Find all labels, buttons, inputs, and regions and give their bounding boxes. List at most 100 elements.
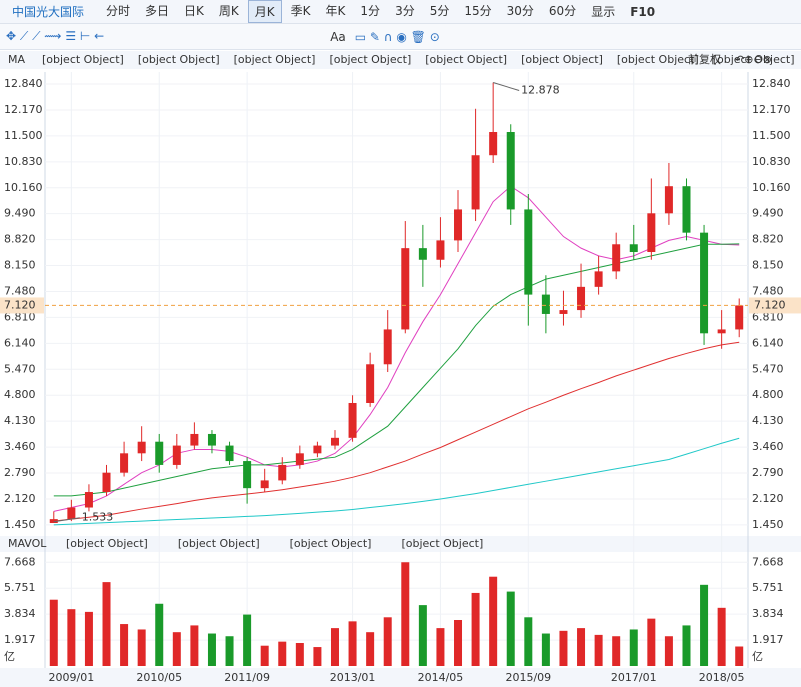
period-button[interactable]: 周K [218,4,239,18]
annotation-leader [53,517,80,523]
volume-bar [436,628,445,666]
period-button[interactable]: 分时 [106,4,131,18]
adjust-label: 前复权 [688,52,721,66]
y-tick-label: 5.470 [4,362,36,375]
last-price-label-right: 7.120 [754,298,786,311]
y-tick-label: 8.820 [4,233,36,246]
period-button[interactable]: 5分 [429,4,450,18]
period-button[interactable]: 30分 [506,4,534,18]
y-tick-label-right: 6.810 [752,310,784,323]
volume-tick-label-right: 7.668 [752,555,784,568]
volume-bar [682,625,691,666]
y-tick-label: 6.140 [4,336,36,349]
volume-tick-label: 3.834 [4,607,36,620]
y-tick-label: 8.150 [4,259,36,272]
volume-bar [190,625,199,666]
y-tick-label: 12.170 [4,103,43,116]
drawing-toolbar: ✥ ⟋ ⟋ ⟿ ☰ ⊢ ← Aa ▭ ✎ ∩ ◉ 🗑 ⊙ [0,24,801,50]
volume-bar [664,636,673,666]
volume-tick-label: 5.751 [4,581,36,594]
ma-line [53,341,740,522]
period-button[interactable]: 1分 [360,4,381,18]
y-tick-label: 4.800 [4,388,36,401]
volume-bar [524,617,533,666]
period-button[interactable]: 3分 [395,4,415,18]
volume-legend-entry: [object Object] [66,537,148,550]
volume-bar [243,614,252,666]
volume-tick-label-right: 1.917 [752,633,784,646]
candle-body [418,248,427,260]
y-tick-label-right: 6.140 [752,336,784,349]
y-tick-label: 10.160 [4,181,43,194]
period-button[interactable]: 多日 [145,4,170,18]
panel-controls: ↶⊕⊖⊗ [735,53,772,66]
candle-body [67,507,76,520]
volume-bar [120,624,129,666]
font-button[interactable]: Aa [330,29,346,44]
y-tick-label: 1.450 [4,518,36,531]
volume-bar [260,645,269,666]
period-button[interactable]: 月K [247,0,282,23]
y-tick-label-right: 12.170 [752,103,791,116]
annotation: 12.878 [521,84,560,97]
period-button[interactable]: 60分 [548,4,577,18]
volume-legend-entry: [object Object] [401,537,483,550]
volume-bar [612,636,621,666]
display-button[interactable]: 显示 [591,5,616,19]
candle-body [577,286,586,311]
candle-body [49,519,58,523]
volume-bar [717,607,726,666]
y-tick-label-right: 3.460 [752,440,784,453]
period-button[interactable]: 15分 [464,4,492,18]
volume-bar [541,633,550,666]
volume-bar [348,621,357,666]
volume-tick-label: 7.668 [4,555,36,568]
candle-body [401,248,410,330]
last-price-tag [0,297,44,314]
y-tick-label-right: 1.450 [752,518,784,531]
volume-indicator: MAVOL [8,537,47,550]
volume-tick-label-right: 5.751 [752,581,784,594]
volume-bar [155,603,164,666]
x-tick-label: 2018/05 [699,671,745,684]
volume-tick-label: 1.917 [4,633,36,646]
y-tick-label-right: 8.820 [752,233,784,246]
candle-body [330,437,339,446]
y-tick-label-right: 2.120 [752,492,784,505]
candle-body [612,244,621,272]
tools-2[interactable]: ▭ ✎ ∩ ◉ 🗑 ⊙ [354,29,440,44]
volume-bar [49,599,58,666]
volume-bar [700,584,709,666]
period-button[interactable]: 季K [290,4,311,18]
volume-bar [471,592,480,666]
volume-unit: 亿 [4,650,15,663]
tools[interactable]: ✥ ⟋ ⟋ ⟿ ☰ ⊢ ← [6,29,105,43]
candle-body [717,329,726,334]
last-price-label: 7.120 [4,298,36,311]
period-button[interactable]: 日K [184,4,204,18]
periods: 分时 多日 日K 周K 月K 季K 年K 1分 3分 5分 15分 30分 60分 [100,0,585,23]
x-tick-label: 2014/05 [418,671,464,684]
period-button[interactable]: 年K [325,4,346,18]
candle-body [207,433,216,446]
candle-body [366,364,375,403]
volume-bar [313,647,322,666]
y-tick-label: 7.480 [4,284,36,297]
last-price-tag-right [749,297,801,314]
volume-bar [207,633,216,666]
y-tick-label-right: 4.800 [752,388,784,401]
stock-name[interactable]: 中国光大国际 [12,5,85,19]
candle-body [594,271,603,287]
candle-body [137,441,146,454]
f10-button[interactable]: F10 [630,4,656,19]
x-tick-label: 2017/01 [611,671,657,684]
ma-line [53,185,740,512]
candle-body [647,213,656,253]
volume-bar [102,582,111,666]
volume-bar [489,576,498,666]
volume-bar [559,630,568,666]
volume-bar [629,629,638,666]
volume-bar [735,646,744,666]
volume-bar [577,628,586,666]
